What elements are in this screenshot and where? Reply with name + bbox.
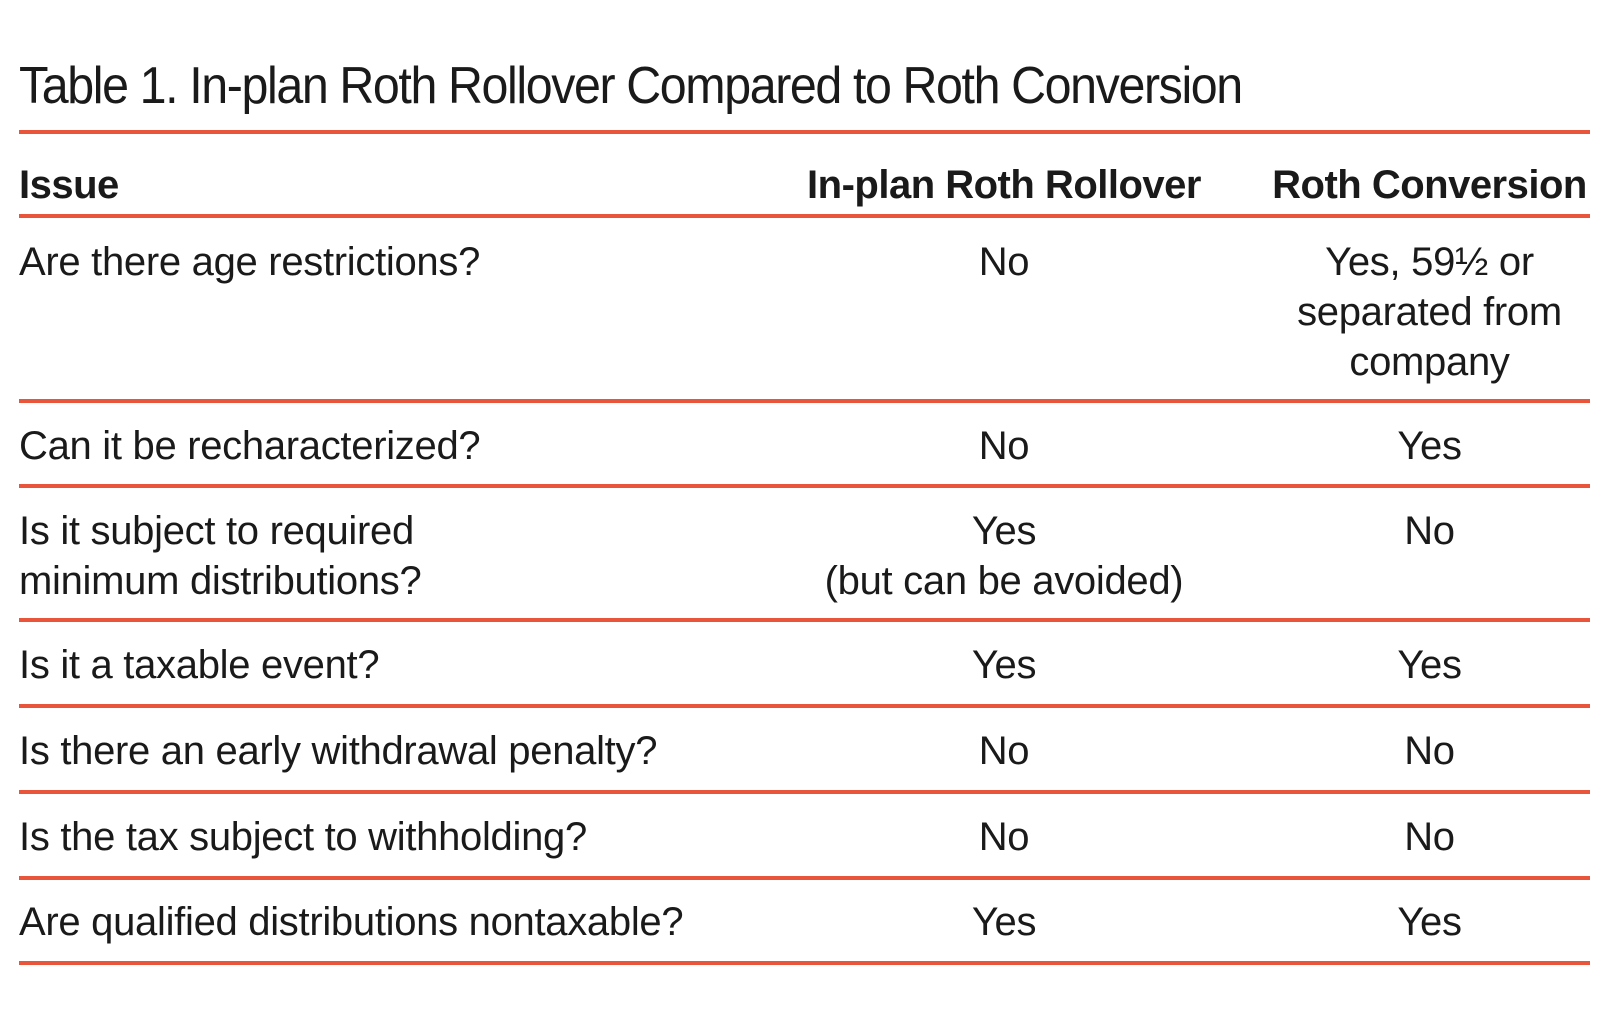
header-issue: Issue — [19, 163, 119, 207]
cell-issue: Can it be recharacterized? — [19, 424, 481, 468]
cell-in-plan: No — [978, 729, 1030, 773]
cell-conversion: Yes — [1397, 900, 1462, 944]
cell-issue: Is the tax subject to withholding? — [19, 815, 587, 859]
rule-bottom — [19, 961, 1590, 965]
row-divider — [19, 399, 1590, 403]
cell-in-plan: Yes — [971, 643, 1037, 687]
cell-conversion: No — [1404, 815, 1455, 859]
header-roth-conversion: Roth Conversion — [1272, 163, 1587, 207]
rule-top — [19, 130, 1590, 134]
header-in-plan-roth-rollover: In-plan Roth Rollover — [807, 163, 1201, 207]
cell-in-plan: No — [978, 424, 1030, 468]
cell-in-plan: Yes — [971, 900, 1037, 944]
row-divider — [19, 618, 1590, 622]
cell-in-plan: No — [978, 815, 1030, 859]
cell-in-plan: Yes (but can be avoided) — [824, 509, 1184, 603]
row-divider — [19, 790, 1590, 794]
table-title: Table 1. In-plan Roth Rollover Compared … — [19, 57, 1243, 115]
cell-conversion: Yes — [1397, 424, 1462, 468]
cell-issue: Is there an early withdrawal penalty? — [19, 729, 658, 773]
cell-conversion: No — [1404, 729, 1455, 773]
row-divider — [19, 876, 1590, 880]
rule-header-bottom — [19, 214, 1590, 218]
row-divider — [19, 704, 1590, 708]
cell-issue: Are qualified distributions nontaxable? — [19, 900, 684, 944]
cell-conversion: No — [1404, 509, 1455, 553]
cell-issue: Is it a taxable event? — [19, 643, 380, 687]
cell-issue: Are there age restrictions? — [19, 240, 481, 284]
row-divider — [19, 484, 1590, 488]
cell-conversion: Yes, 59½ or separated from company — [1297, 240, 1562, 384]
cell-in-plan: No — [978, 240, 1030, 284]
table-header: Issue In-plan Roth Rollover Roth Convers… — [19, 150, 1590, 220]
cell-issue: Is it subject to required minimum distri… — [19, 509, 422, 603]
cell-conversion: Yes — [1397, 643, 1462, 687]
